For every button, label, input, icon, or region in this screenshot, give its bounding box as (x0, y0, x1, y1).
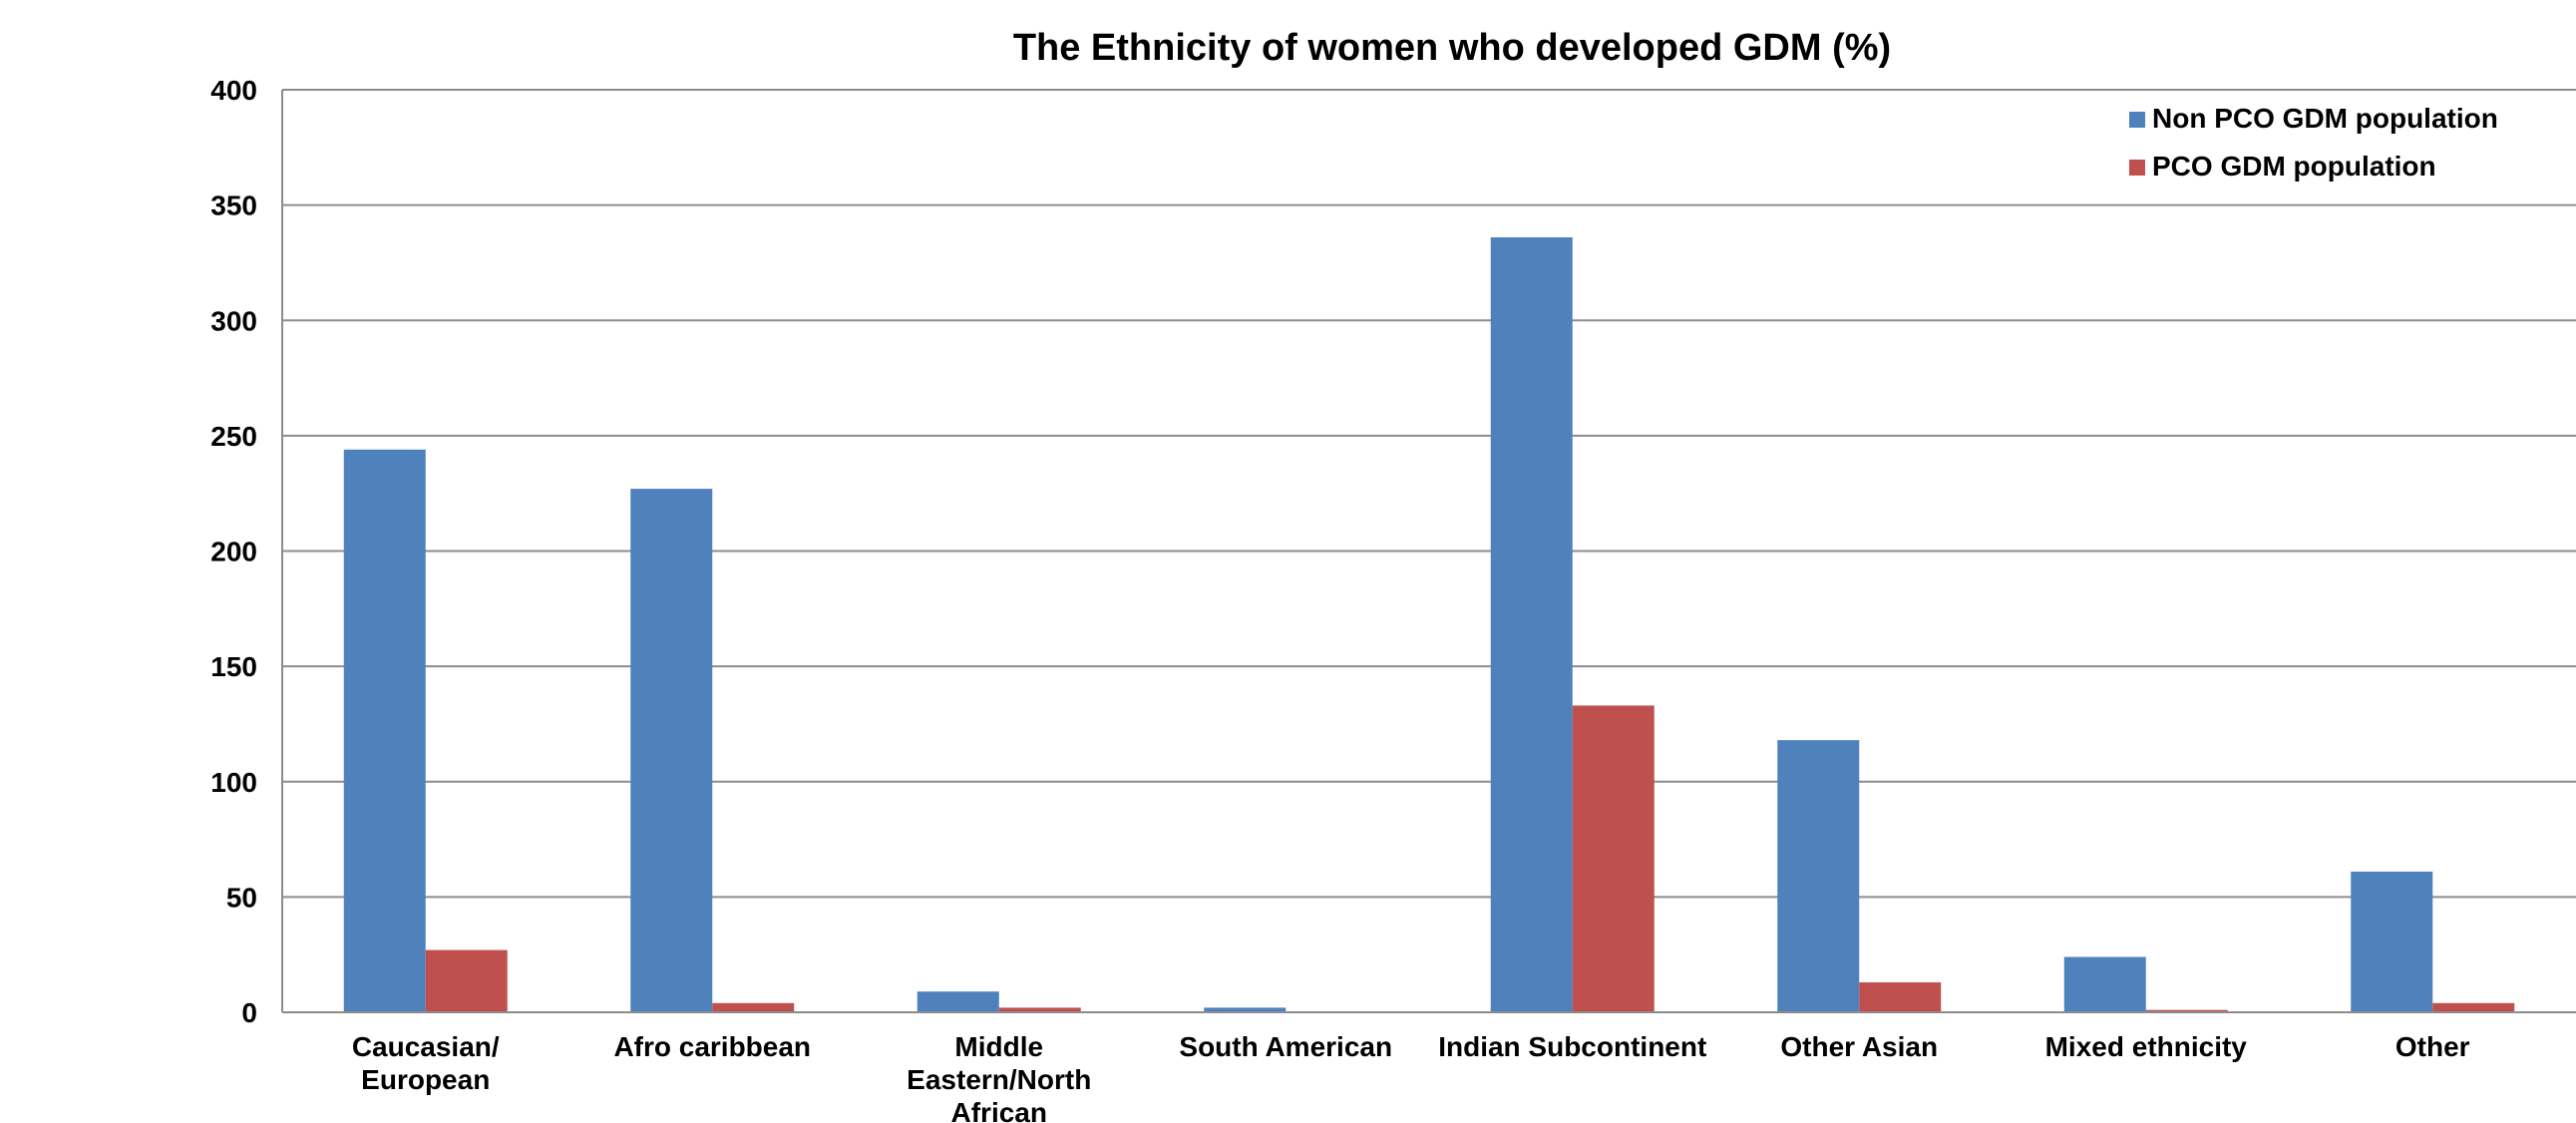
gridlines (282, 89, 2576, 899)
x-category-label-line: Indian Subcontinent (1438, 1031, 1706, 1062)
bar-non-pco (1204, 1007, 1287, 1012)
y-tick-label: 100 (210, 767, 257, 798)
y-axis-ticks: 0 50 100 150 200 250 300 350 400 (210, 75, 257, 1028)
y-tick-label: 200 (210, 537, 257, 567)
bar-non-pco (917, 991, 999, 1012)
x-category-label-line: Eastern/North (907, 1064, 1091, 1095)
y-tick-label: 150 (210, 651, 257, 682)
x-axis-categories: Caucasian/European Afro caribbean Middle Ea… (352, 1031, 2470, 1123)
y-tick-label: 0 (241, 997, 257, 1028)
legend-label: PCO GDM population (2152, 151, 2436, 182)
bar-pco (2145, 1009, 2228, 1012)
bar-non-pco (1777, 740, 1860, 1012)
bar-pco (2432, 1002, 2515, 1012)
x-category-label: Indian Subcontinent (1438, 1031, 1706, 1062)
bar-pco (1859, 981, 1942, 1012)
axes (281, 90, 2576, 1013)
bars (343, 237, 2515, 1012)
x-category-label-line: Middle (954, 1031, 1043, 1062)
bar-pco (998, 1007, 1081, 1012)
chart-title: The Ethnicity of women who developed GDM… (1013, 27, 1891, 69)
x-category-label: Other Asian (1780, 1031, 1938, 1062)
bar-non-pco (630, 489, 713, 1012)
y-tick-label: 250 (210, 421, 257, 452)
x-category-label: Other (2395, 1031, 2470, 1062)
x-category-label-line: Caucasian/ (352, 1031, 500, 1062)
x-category-label-line: Afro caribbean (613, 1031, 811, 1062)
x-category-label: Mixed ethnicity (2045, 1031, 2248, 1062)
legend-swatch (2129, 160, 2145, 176)
bar-non-pco (1490, 237, 1573, 1012)
x-category-label-line: African (951, 1097, 1047, 1123)
x-category-label: Middle Eastern/North African (907, 1031, 1091, 1123)
x-category-label-line: Other (2395, 1031, 2470, 1062)
x-category-label-line: Other Asian (1780, 1031, 1938, 1062)
legend: Non PCO GDM population PCO GDM population (2129, 103, 2498, 182)
x-category-label-line: South American (1179, 1031, 1392, 1062)
y-tick-label: 350 (210, 190, 257, 221)
y-tick-label: 50 (226, 882, 257, 913)
bar-non-pco (343, 449, 426, 1012)
bar-pco (425, 949, 508, 1012)
bar-non-pco (2351, 871, 2433, 1012)
x-category-label-line: European (361, 1064, 490, 1095)
bar-non-pco (2063, 956, 2146, 1012)
x-category-label: South American (1179, 1031, 1392, 1062)
x-category-label: Caucasian/European (352, 1031, 500, 1095)
y-tick-label: 300 (210, 305, 257, 336)
legend-swatch (2129, 112, 2145, 128)
legend-label: Non PCO GDM population (2152, 103, 2498, 134)
x-category-label: Afro caribbean (613, 1031, 811, 1062)
x-category-label-line: Mixed ethnicity (2045, 1031, 2248, 1062)
bar-pco (1572, 705, 1655, 1012)
bar-pco (712, 1002, 795, 1012)
y-tick-label: 400 (210, 75, 257, 106)
